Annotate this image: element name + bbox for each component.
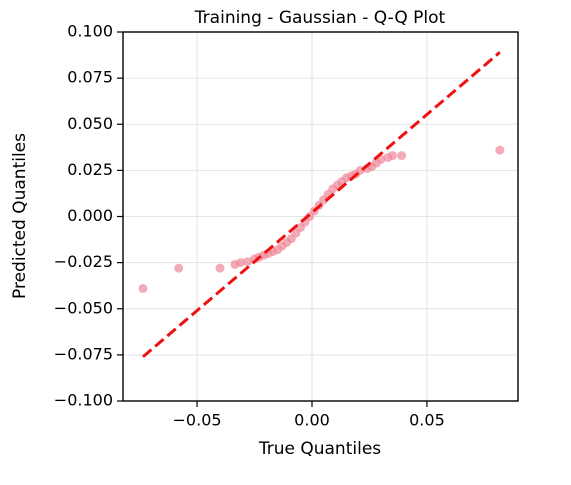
- chart-title: Training - Gaussian - Q-Q Plot: [194, 8, 446, 28]
- y-tick-label: −0.075: [54, 344, 113, 363]
- y-tick-label: 0.050: [67, 114, 113, 133]
- y-tick-label: −0.025: [54, 252, 113, 271]
- plot-frame: [122, 31, 519, 402]
- x-tick-label: 0.00: [294, 411, 330, 430]
- y-axis-label: Predicted Quantiles: [10, 133, 30, 299]
- reference-line: [142, 51, 501, 358]
- point: [138, 283, 148, 293]
- point: [174, 263, 184, 273]
- point: [397, 151, 407, 161]
- point: [243, 257, 253, 267]
- point: [495, 145, 505, 155]
- point: [387, 151, 397, 161]
- y-tick-label: 0.100: [67, 22, 113, 41]
- y-tick-label: −0.050: [54, 298, 113, 317]
- y-tick-label: 0.025: [67, 160, 113, 179]
- x-axis-label: True Quantiles: [258, 439, 381, 459]
- point: [236, 258, 246, 268]
- point: [215, 263, 225, 273]
- x-tick-label: 0.05: [409, 411, 445, 430]
- y-tick-label: 0.075: [67, 68, 113, 87]
- y-tick-label: 0.000: [67, 206, 113, 225]
- y-tick-label: −0.100: [54, 391, 113, 410]
- x-tick-label: −0.05: [173, 411, 222, 430]
